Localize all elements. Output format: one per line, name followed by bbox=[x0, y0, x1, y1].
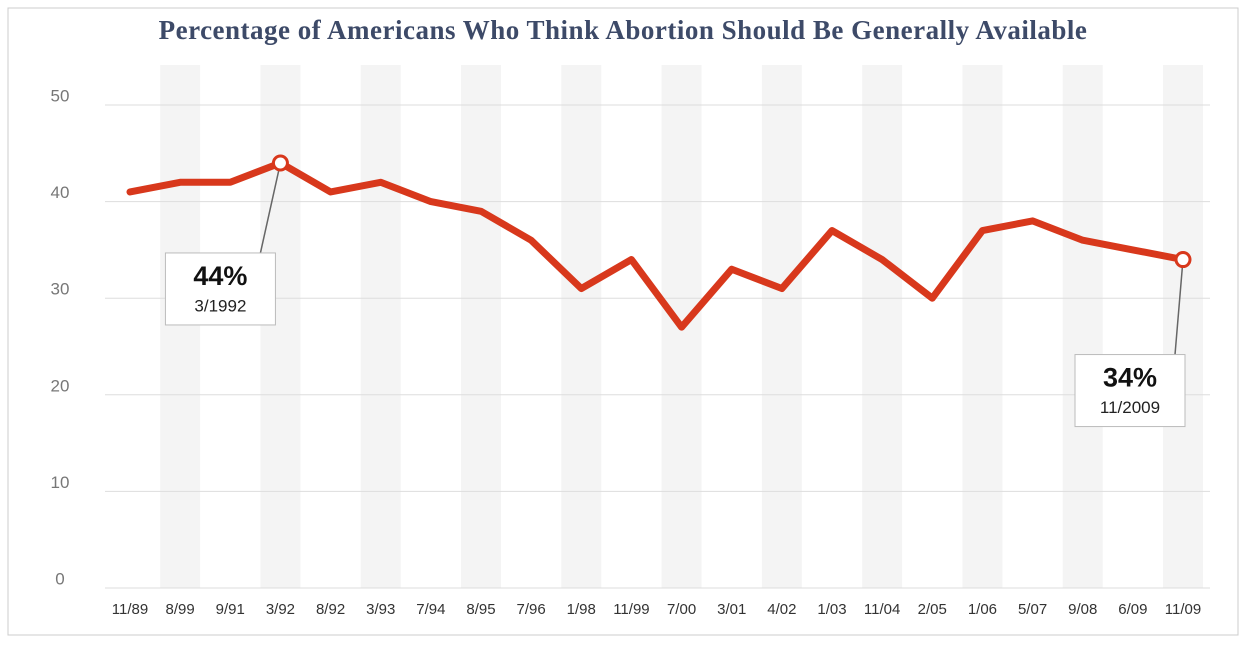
x-tick-label: 7/94 bbox=[416, 601, 445, 618]
line bbox=[126, 159, 1187, 331]
x-tick-label: 11/04 bbox=[864, 601, 900, 618]
x-tick-label: 9/91 bbox=[216, 601, 245, 618]
x-tick-label: 11/99 bbox=[613, 601, 649, 618]
stripe bbox=[260, 65, 301, 588]
stripe bbox=[862, 65, 903, 588]
callout-line bbox=[1174, 259, 1184, 355]
stripe bbox=[160, 65, 201, 588]
x-tick-label: 3/01 bbox=[717, 601, 746, 618]
callout-box bbox=[1074, 354, 1186, 428]
x-tick-label: 8/92 bbox=[316, 601, 345, 618]
x-tick-label: 5/07 bbox=[1018, 601, 1047, 618]
chart-title: Percentage of Americans Who Think Aborti… bbox=[159, 15, 1088, 45]
x-tick-label: 1/03 bbox=[817, 601, 846, 618]
x-tick-label: 11/09 bbox=[1165, 601, 1201, 618]
x-tick-label: 1/98 bbox=[567, 601, 596, 618]
stripe bbox=[360, 65, 401, 588]
y-tick-label: 10 bbox=[51, 473, 70, 492]
point-marker bbox=[1174, 251, 1192, 269]
callout-date: 11/2009 bbox=[1100, 398, 1160, 417]
callout-box bbox=[164, 252, 276, 326]
x-tick-label: 6/09 bbox=[1118, 601, 1147, 618]
y-tick-label: 40 bbox=[51, 183, 70, 202]
grid: 0 10 20 30 40 50 11/89 8/99 9/91 3/92 8/92 3/93 7/94… bbox=[51, 86, 1210, 618]
annotations: 44% 3/1992 34% 11/2009 bbox=[164, 154, 1192, 428]
x-tick-label: 11/89 bbox=[112, 601, 148, 618]
stripe bbox=[1163, 65, 1203, 588]
x-tick-label: 3/93 bbox=[366, 601, 395, 618]
stripe bbox=[761, 65, 802, 588]
plot bbox=[126, 159, 1187, 331]
stripe bbox=[962, 65, 1003, 588]
y-tick-label: 30 bbox=[51, 280, 70, 299]
stripe bbox=[561, 65, 602, 588]
stripe bbox=[461, 65, 501, 588]
x-tick-label: 4/02 bbox=[767, 601, 796, 618]
x-tick-label: 7/96 bbox=[517, 601, 546, 618]
callout-value: 44% bbox=[193, 261, 247, 291]
callout-line bbox=[259, 162, 282, 254]
stripe bbox=[1062, 65, 1103, 588]
x-tick-label: 9/08 bbox=[1068, 601, 1097, 618]
y-tick-label: 20 bbox=[51, 376, 70, 395]
x-tick-label: 3/92 bbox=[266, 601, 295, 618]
x-tick-label: 2/05 bbox=[918, 601, 947, 618]
x-tick-label: 7/00 bbox=[667, 601, 696, 618]
x-tick-label: 8/95 bbox=[466, 601, 495, 618]
callout-value: 34% bbox=[1103, 363, 1157, 393]
point-marker bbox=[271, 154, 289, 172]
x-tick-label: 1/06 bbox=[968, 601, 997, 618]
callout-date: 3/1992 bbox=[194, 296, 246, 315]
y-tick-label: 50 bbox=[51, 86, 70, 105]
y-tick-label: 0 bbox=[55, 569, 64, 588]
background-stripes bbox=[160, 65, 1203, 588]
x-tick-label: 8/99 bbox=[166, 601, 195, 618]
